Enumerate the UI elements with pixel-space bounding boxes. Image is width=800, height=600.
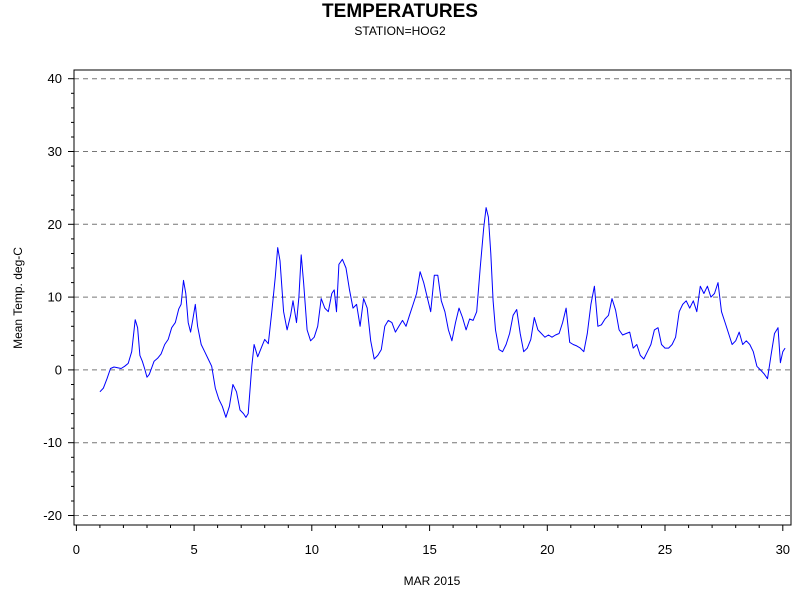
y-tick-label: 40 — [48, 71, 62, 86]
x-axis-title: MAR 2015 — [404, 574, 461, 588]
x-tick-label: 30 — [776, 542, 790, 557]
y-axis-title: Mean Temp. deg-C — [11, 247, 25, 349]
x-tick-label: 10 — [305, 542, 319, 557]
x-tick-label: 15 — [422, 542, 436, 557]
y-tick-label: -10 — [43, 435, 62, 450]
x-tick-label: 5 — [190, 542, 197, 557]
grid-lines — [74, 78, 791, 516]
temperature-series-line — [99, 207, 786, 418]
axis-ticks — [68, 78, 784, 531]
chart-title: TEMPERATURES — [322, 1, 478, 22]
plot-frame — [73, 69, 792, 526]
series-layer — [99, 207, 786, 418]
tick-labels: -20 -10 0 10 20 30 40 0 5 10 15 20 25 30 — [43, 71, 790, 557]
x-tick-label: 0 — [73, 542, 80, 557]
y-tick-label: 10 — [48, 290, 62, 305]
y-tick-label: -20 — [43, 508, 62, 523]
x-tick-label: 25 — [658, 542, 672, 557]
x-tick-label: 20 — [540, 542, 554, 557]
y-tick-label: 30 — [48, 144, 62, 159]
y-tick-label: 0 — [55, 362, 62, 377]
y-tick-label: 20 — [48, 217, 62, 232]
chart-subtitle: STATION=HOG2 — [354, 24, 446, 38]
